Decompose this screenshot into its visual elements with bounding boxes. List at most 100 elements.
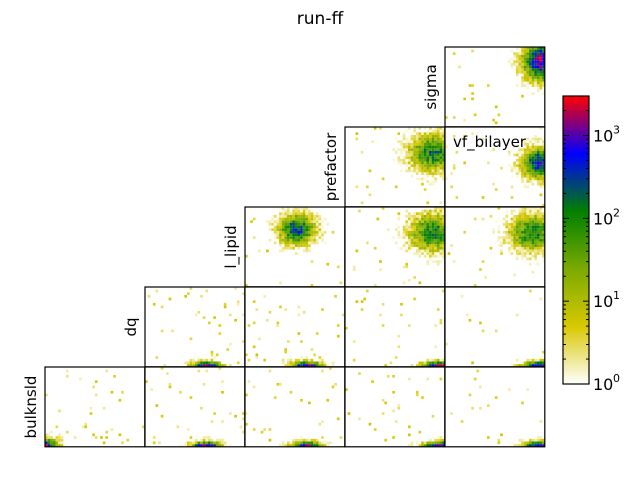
hist-cell	[531, 212, 535, 215]
hist-cell	[523, 84, 527, 87]
hist-cell	[276, 233, 280, 237]
hist-cell	[436, 156, 440, 159]
hist-cell	[531, 438, 535, 442]
hist-cell	[431, 225, 435, 229]
hist-cell	[208, 364, 211, 367]
hist-cell	[297, 236, 301, 239]
hist-cell	[423, 212, 427, 215]
hist-cell	[534, 174, 537, 178]
hist-cell	[287, 244, 290, 247]
hist-cell	[363, 297, 367, 301]
hist-cell	[421, 222, 424, 226]
hist-cell	[160, 414, 164, 418]
hist-cell	[418, 169, 422, 173]
hist-cell	[300, 217, 303, 221]
hist-cell	[426, 142, 430, 146]
hist-cell	[523, 236, 527, 239]
hist-cell	[223, 441, 227, 445]
hist-cell	[387, 228, 390, 231]
hist-cell	[423, 228, 427, 231]
hist-cell	[400, 169, 403, 173]
hist-cell	[431, 244, 435, 247]
hist-cell	[50, 436, 53, 439]
hist-cell	[515, 244, 519, 247]
hist-cell	[426, 217, 430, 221]
hist-cell	[421, 212, 424, 215]
hist-cell	[539, 158, 543, 162]
hist-cell	[281, 241, 285, 245]
hist-cell	[415, 364, 419, 367]
hist-cell	[534, 233, 537, 237]
hist-cell	[415, 214, 419, 218]
hist-cell	[392, 390, 395, 394]
hist-cell	[287, 225, 290, 229]
hist-cell	[494, 329, 498, 333]
hist-cell	[534, 180, 537, 183]
hist-cell	[429, 166, 432, 170]
hist-cell	[276, 212, 280, 215]
hist-cell	[518, 166, 522, 170]
hist-cell	[413, 134, 416, 138]
hist-cell	[434, 132, 437, 135]
hist-cell	[192, 358, 195, 362]
hist-cell	[310, 348, 314, 351]
hist-cell	[510, 169, 514, 173]
hist-cell	[297, 244, 301, 247]
hist-cell	[421, 161, 424, 165]
hist-cell	[436, 161, 440, 165]
hist-cell	[534, 241, 537, 245]
hist-cell	[534, 225, 537, 229]
hist-cell	[318, 444, 322, 447]
hist-cell	[481, 196, 485, 199]
hist-cell	[521, 172, 524, 175]
hist-cell	[310, 209, 314, 213]
hist-cell	[418, 132, 422, 135]
hist-cell	[523, 62, 527, 66]
hist-cell	[539, 180, 543, 183]
hist-cell	[413, 212, 416, 215]
hist-cell	[294, 209, 298, 213]
hist-cell	[539, 52, 543, 55]
hist-cell	[410, 238, 414, 242]
hist-cell	[442, 142, 445, 146]
hist-cell	[315, 230, 319, 234]
hist-cell	[539, 217, 543, 221]
hist-cell	[302, 358, 306, 362]
hist-cell	[300, 249, 303, 253]
hist-cell	[539, 444, 543, 447]
hist-cell	[521, 241, 524, 245]
hist-cell	[415, 241, 419, 245]
hist-cell	[513, 217, 516, 221]
hist-cell	[313, 222, 316, 226]
hist-cell	[394, 140, 398, 143]
hist-cell	[534, 156, 537, 159]
panel-background	[445, 287, 545, 367]
hist-cell	[302, 230, 306, 234]
hist-cell	[308, 214, 311, 218]
hist-cell	[536, 252, 540, 255]
row-label-prefactor: prefactor	[322, 132, 340, 201]
hist-cell	[523, 230, 527, 234]
hist-cell	[308, 209, 311, 213]
hist-cell	[276, 321, 280, 325]
hist-cell	[418, 142, 422, 146]
hist-cell	[536, 444, 540, 447]
hist-cell	[536, 260, 540, 263]
hist-cell	[515, 238, 519, 242]
hist-cell	[515, 47, 519, 50]
hist-cell	[542, 180, 545, 183]
hist-cell	[531, 153, 535, 157]
hist-cell	[521, 230, 524, 234]
hist-cell	[542, 150, 545, 154]
hist-cell	[408, 137, 411, 141]
hist-cell	[534, 150, 537, 154]
hist-cell	[194, 358, 198, 362]
hist-cell	[510, 236, 514, 239]
hist-cell	[402, 142, 406, 146]
hist-cell	[158, 441, 161, 445]
hist-cell	[534, 238, 537, 242]
hist-cell	[281, 217, 285, 221]
hist-cell	[421, 209, 424, 213]
hist-cell	[355, 137, 359, 141]
hist-cell	[429, 361, 432, 365]
